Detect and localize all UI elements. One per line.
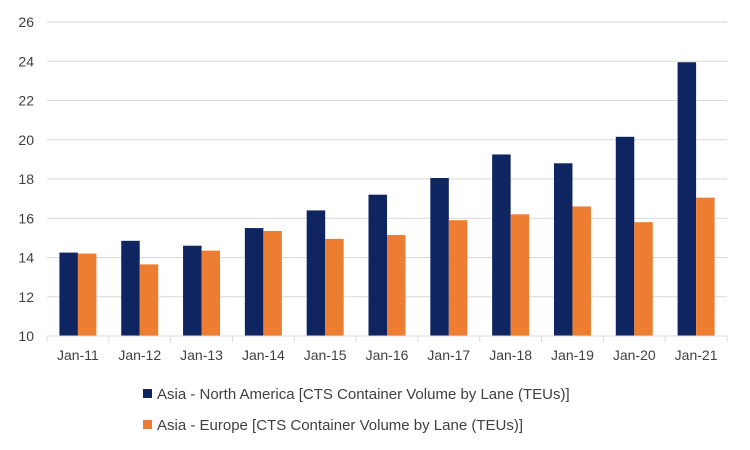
y-tick-label: 20 [18, 132, 34, 148]
bar-series-2 [139, 264, 159, 336]
bar-series-1 [121, 240, 140, 336]
bar-series-1 [59, 252, 78, 336]
bar-series-2 [696, 197, 715, 336]
bar-series-1 [368, 194, 387, 336]
bar-series-1 [492, 154, 511, 336]
x-tick-label: Jan-17 [427, 347, 470, 363]
y-tick-label: 22 [18, 93, 34, 109]
bars [59, 62, 715, 336]
bar-series-2 [263, 231, 282, 336]
bar-series-2 [387, 234, 406, 336]
bar-series-2 [201, 250, 221, 336]
legend-label-series-2: Asia - Europe [CTS Container Volume by L… [157, 417, 523, 434]
x-tick-label: Jan-18 [489, 347, 532, 363]
y-tick-label: 26 [18, 14, 34, 30]
legend-swatch-series-1 [143, 389, 152, 398]
bar-series-1 [183, 245, 202, 336]
bar-series-1 [430, 178, 449, 336]
bar-series-2 [510, 214, 530, 336]
y-tick-label: 16 [18, 210, 34, 226]
x-tick-label: Jan-20 [613, 347, 656, 363]
bar-series-1 [553, 163, 573, 336]
x-tick-label: Jan-19 [551, 347, 594, 363]
y-tick-label: 24 [18, 53, 34, 69]
y-tick-label: 18 [18, 171, 34, 187]
x-tick-label: Jan-15 [304, 347, 347, 363]
bar-series-1 [615, 136, 635, 336]
x-tick-label: Jan-21 [675, 347, 718, 363]
bar-series-2 [572, 206, 591, 336]
x-tick-label: Jan-12 [118, 347, 161, 363]
x-tick-label: Jan-11 [57, 347, 99, 363]
bar-series-2 [448, 220, 468, 336]
y-tick-label: 14 [18, 250, 34, 266]
bar-series-2 [77, 253, 97, 336]
y-tick-label: 12 [18, 289, 34, 305]
x-tick-label: Jan-14 [242, 347, 285, 363]
bar-series-1 [244, 228, 264, 336]
legend-swatch-series-2 [143, 420, 152, 429]
axes: 10 12 14 16 18 20 22 24 26 Jan-11 Jan-12 Jan-13 Jan-… [18, 14, 728, 363]
bar-series-2 [325, 238, 344, 336]
x-tick-label: Jan-13 [180, 347, 223, 363]
legend: Asia - North America [CTS Container Volu… [143, 386, 570, 434]
x-tick-label: Jan-16 [366, 347, 409, 363]
legend-label-series-1: Asia - North America [CTS Container Volu… [157, 386, 570, 403]
bar-series-1 [677, 62, 697, 336]
y-tick-label: 10 [18, 328, 34, 344]
bar-series-2 [634, 222, 653, 336]
bar-series-1 [306, 210, 326, 336]
